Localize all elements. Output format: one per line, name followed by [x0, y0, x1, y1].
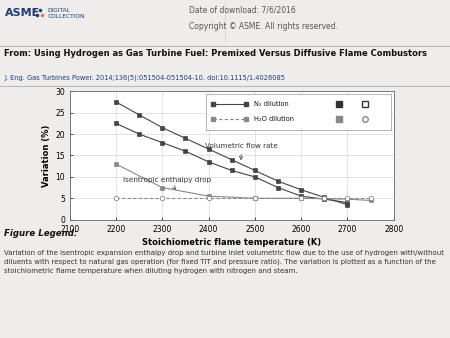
Text: Isentropic enthalpy drop: Isentropic enthalpy drop	[123, 177, 211, 189]
Text: Figure Legend:: Figure Legend:	[4, 229, 78, 238]
Text: From: Using Hydrogen as Gas Turbine Fuel: Premixed Versus Diffusive Flame Combus: From: Using Hydrogen as Gas Turbine Fuel…	[4, 49, 428, 58]
Text: DIGITAL
COLLECTION: DIGITAL COLLECTION	[47, 8, 85, 19]
Y-axis label: Variation (%): Variation (%)	[42, 124, 51, 187]
Text: ASME: ASME	[4, 8, 40, 18]
Text: Copyright © ASME. All rights reserved.: Copyright © ASME. All rights reserved.	[189, 22, 338, 31]
Text: Date of download: 7/6/2016: Date of download: 7/6/2016	[189, 5, 296, 15]
Text: Variation of the isentropic expansion enthalpy drop and turbine inlet volumetric: Variation of the isentropic expansion en…	[4, 250, 445, 274]
Text: Volumetric flow rate: Volumetric flow rate	[205, 143, 278, 160]
X-axis label: Stoichiometric flame temperature (K): Stoichiometric flame temperature (K)	[142, 238, 321, 247]
Text: J. Eng. Gas Turbines Power. 2014;136(5):051504-051504-10. doi:10.1115/1.4026085: J. Eng. Gas Turbines Power. 2014;136(5):…	[4, 74, 285, 80]
